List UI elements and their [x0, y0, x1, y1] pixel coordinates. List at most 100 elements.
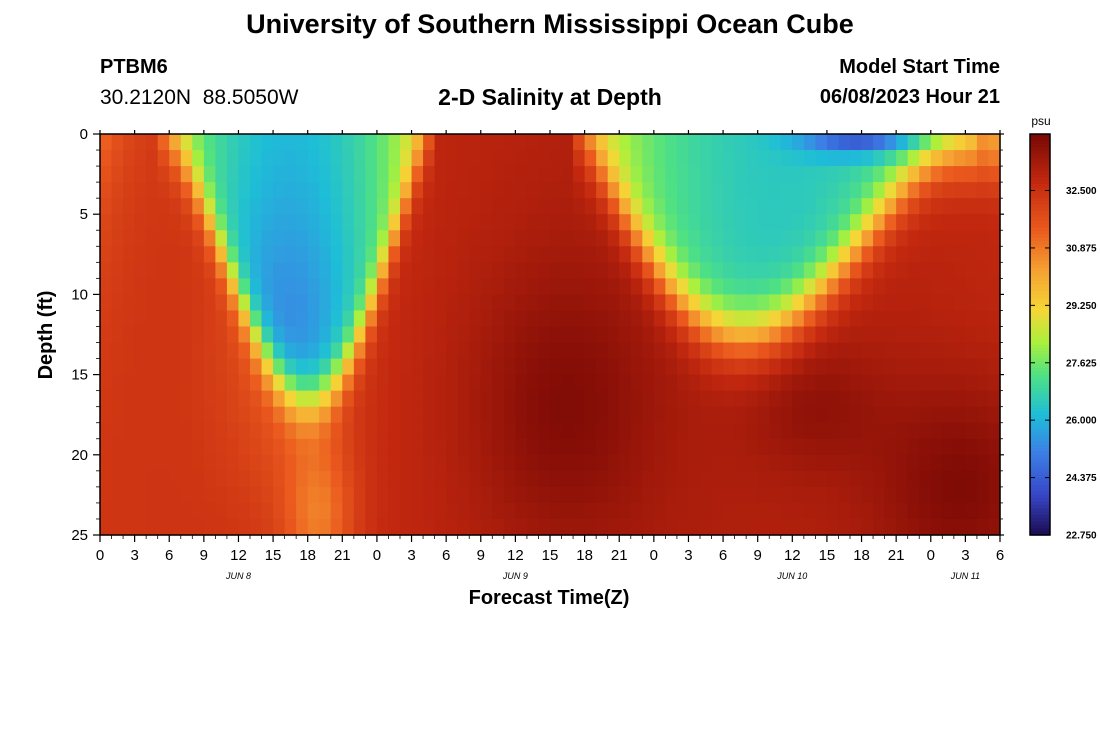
heatmap-cell: [734, 278, 747, 295]
heatmap-cell: [665, 182, 678, 199]
heatmap-cell: [123, 390, 136, 408]
heatmap-cell: [584, 390, 597, 408]
heatmap-cell: [850, 182, 863, 199]
heatmap-cell: [746, 294, 759, 312]
heatmap-cell: [446, 486, 459, 504]
heatmap-cell: [180, 246, 193, 263]
colorbar-segment: [1030, 481, 1050, 486]
heatmap-cell: [896, 438, 909, 456]
heatmap-cell: [561, 438, 574, 456]
heatmap-cell: [538, 454, 551, 472]
heatmap-cell: [873, 262, 886, 279]
heatmap-cell: [538, 230, 551, 247]
heatmap-cell: [157, 390, 170, 408]
heatmap-cell: [896, 454, 909, 472]
heatmap-cell: [734, 358, 747, 376]
heatmap-cell: [723, 518, 736, 536]
heatmap-cell: [446, 438, 459, 456]
heatmap-cell: [873, 134, 886, 151]
heatmap-cell: [411, 230, 424, 247]
heatmap-cell: [284, 182, 297, 199]
heatmap-cell: [976, 358, 990, 376]
heatmap-cell: [619, 278, 632, 295]
heatmap-cell: [526, 422, 540, 440]
heatmap-cell: [676, 438, 690, 456]
heatmap-cell: [100, 262, 113, 279]
heatmap-cell: [446, 470, 459, 488]
heatmap-cell: [953, 358, 966, 376]
heatmap-cell: [538, 342, 551, 360]
heatmap-cell: [134, 358, 147, 376]
heatmap-cell: [803, 262, 816, 279]
heatmap-cell: [861, 470, 874, 488]
heatmap-cell: [469, 358, 482, 376]
heatmap-cell: [250, 166, 263, 183]
heatmap-cell: [561, 310, 574, 328]
heatmap-cell: [411, 262, 424, 279]
heatmap-cell: [596, 422, 609, 440]
heatmap-cell: [250, 406, 263, 424]
colorbar-segment: [1030, 307, 1050, 312]
heatmap-cell: [376, 310, 390, 328]
heatmap-cell: [146, 502, 159, 520]
heatmap-cell: [896, 310, 909, 328]
heatmap-cell: [700, 454, 713, 472]
heatmap-cell: [100, 406, 113, 424]
heatmap-cell: [423, 230, 436, 247]
heatmap-cell: [734, 518, 747, 536]
heatmap-cell: [492, 294, 505, 312]
heatmap-cell: [273, 342, 286, 360]
heatmap-cell: [353, 278, 366, 295]
colorbar-segment: [1030, 468, 1050, 473]
heatmap-cell: [919, 470, 932, 488]
heatmap-cell: [526, 406, 540, 424]
heatmap-cell: [469, 278, 482, 295]
heatmap-cell: [884, 358, 897, 376]
heatmap-cell: [457, 166, 470, 183]
heatmap-cell: [215, 310, 228, 328]
heatmap-cell: [826, 182, 840, 199]
heatmap-cell: [619, 326, 632, 344]
heatmap-cell: [203, 438, 216, 456]
colorbar-segment: [1030, 321, 1050, 326]
heatmap-cell: [226, 182, 240, 199]
heatmap-cell: [907, 166, 920, 183]
heatmap-cell: [630, 262, 643, 279]
heatmap-cell: [411, 502, 424, 520]
heatmap-cell: [307, 374, 320, 392]
heatmap-cell: [607, 358, 620, 376]
heatmap-cell: [838, 166, 851, 183]
heatmap-cell: [653, 182, 666, 199]
heatmap-cell: [180, 278, 193, 295]
heatmap-cell: [307, 390, 320, 408]
heatmap-cell: [688, 310, 701, 328]
heatmap-cell: [376, 358, 390, 376]
heatmap-cell: [226, 214, 240, 231]
heatmap-cell: [469, 134, 482, 151]
x-tick-label: 18: [576, 547, 593, 564]
heatmap-cell: [896, 358, 909, 376]
heatmap-cell: [573, 230, 586, 247]
colorbar-segment: [1030, 247, 1050, 252]
heatmap-cell: [769, 294, 782, 312]
heatmap-cell: [550, 326, 563, 344]
heatmap-cell: [942, 278, 955, 295]
heatmap-cell: [642, 502, 655, 520]
heatmap-cell: [515, 262, 528, 279]
heatmap-cell: [111, 326, 124, 344]
heatmap-cell: [434, 518, 447, 536]
heatmap-cell: [723, 182, 736, 199]
heatmap-cell: [988, 230, 1001, 247]
heatmap-cell: [284, 518, 297, 536]
heatmap-cell: [700, 342, 713, 360]
heatmap-cell: [942, 342, 955, 360]
heatmap-cell: [976, 326, 990, 344]
heatmap-cell: [630, 374, 643, 392]
heatmap-cell: [653, 150, 666, 167]
heatmap-cell: [434, 486, 447, 504]
heatmap-cell: [169, 214, 182, 231]
heatmap-cell: [296, 518, 309, 536]
heatmap-cell: [388, 486, 401, 504]
heatmap-cell: [492, 198, 505, 215]
heatmap-cell: [700, 262, 713, 279]
